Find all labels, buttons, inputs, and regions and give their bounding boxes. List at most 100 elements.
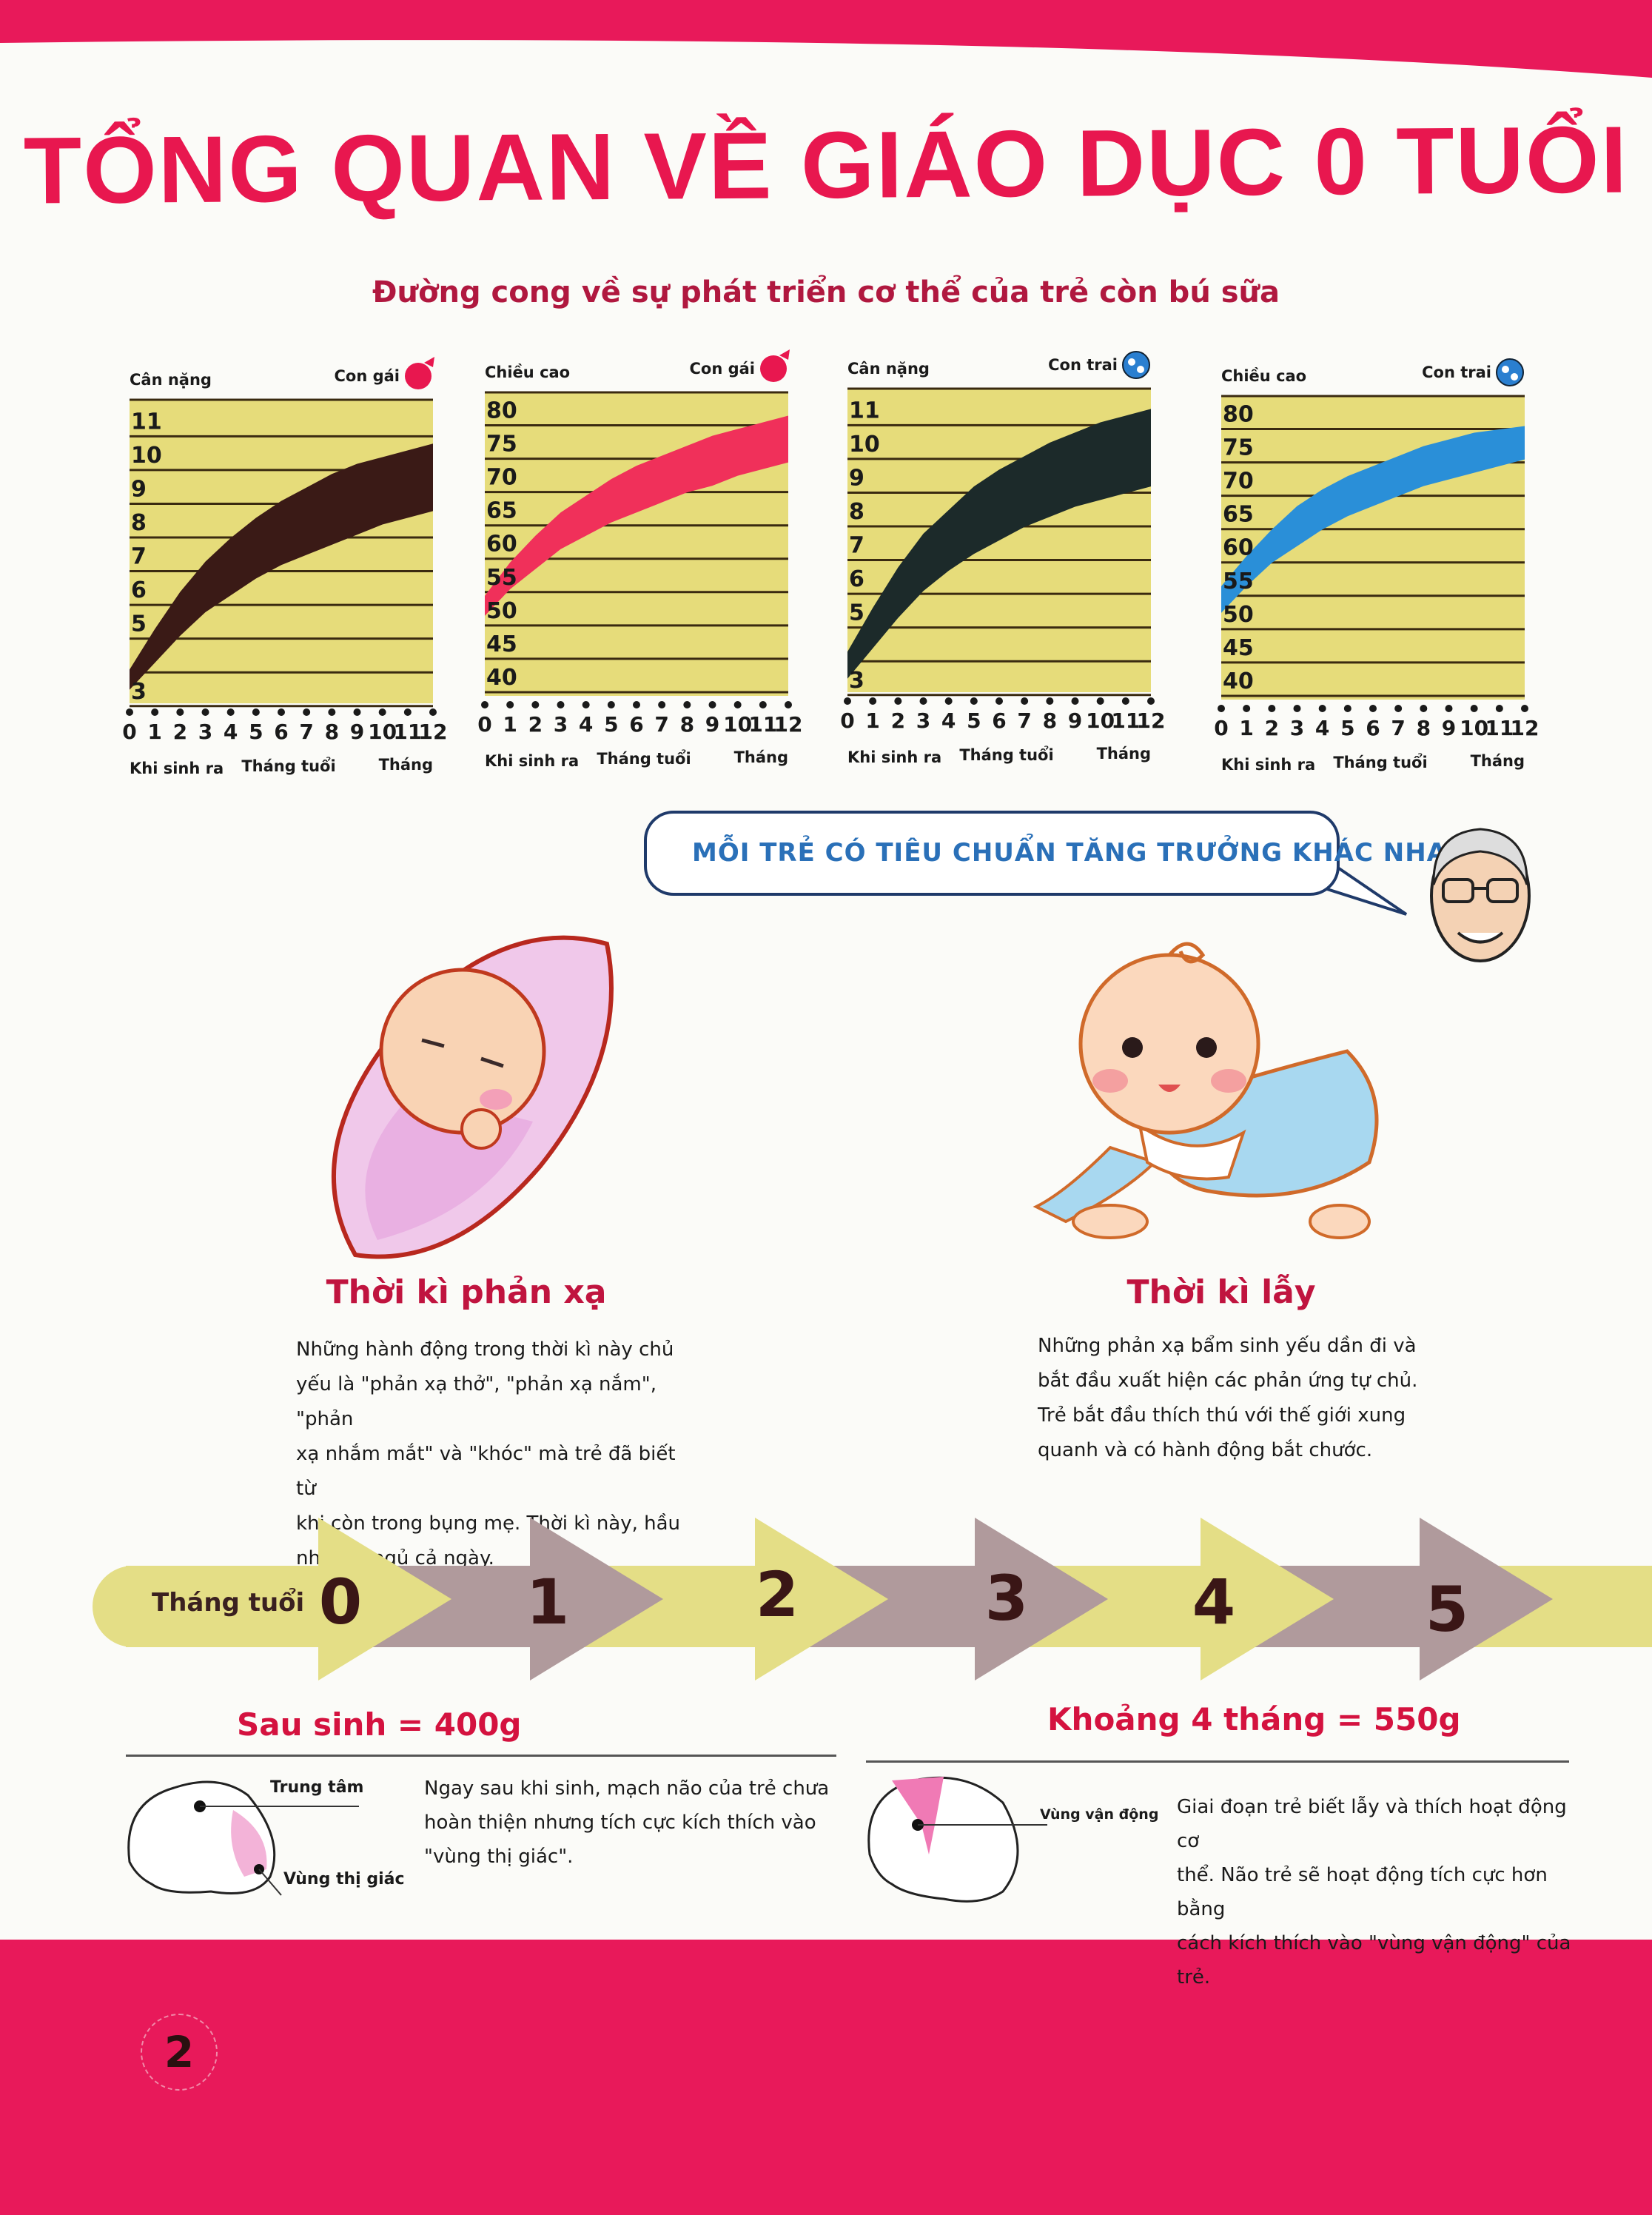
text-line: xạ nhắm mắt" và "khóc" mà trẻ đã biết từ xyxy=(296,1443,676,1500)
y-tick-label: 7 xyxy=(849,533,864,559)
x-tick-dot xyxy=(844,697,851,705)
text-line: khi còn trong bụng mẹ. Thời kì này, hầu xyxy=(296,1512,681,1535)
brain-weight-newborn: Sau sinh = 400g xyxy=(237,1706,522,1743)
divider xyxy=(866,1760,1569,1763)
boy-icon xyxy=(1122,351,1150,379)
y-tick-label: 45 xyxy=(486,631,517,657)
chart-section-subtitle: Đường cong về sự phát triển cơ thể của t… xyxy=(372,275,1280,309)
x-axis-unit-label: Tháng xyxy=(734,748,788,766)
y-tick-label: 65 xyxy=(1223,502,1254,528)
x-tick-dot xyxy=(378,708,386,716)
growth-band xyxy=(847,409,1151,679)
x-tick-label: 3 xyxy=(916,708,930,733)
y-tick-label: 10 xyxy=(849,432,880,458)
x-tick-label: 12 xyxy=(419,720,448,744)
professor-face-illustration xyxy=(1430,828,1531,962)
timeline-arrow-month-3 xyxy=(755,1518,1108,1680)
x-tick-label: 0 xyxy=(122,720,136,744)
legend-label: Con gái xyxy=(689,360,755,378)
y-tick-label: 3 xyxy=(849,668,864,694)
y-tick-label: 3 xyxy=(131,679,147,705)
y-tick-label: 40 xyxy=(1223,668,1254,694)
x-axis-label-birth: Khi sinh ra xyxy=(485,752,579,770)
x-tick-label: 1 xyxy=(503,712,517,737)
boy-icon xyxy=(1496,358,1524,386)
crawling-baby-illustration xyxy=(1032,942,1379,1239)
x-tick-dot xyxy=(1071,697,1079,705)
growth-band xyxy=(485,415,788,616)
x-tick-label: 4 xyxy=(224,720,238,744)
timeline-arrow-month-0 xyxy=(126,1518,451,1680)
x-tick-label: 9 xyxy=(350,720,364,744)
swaddled-baby-illustration xyxy=(331,935,614,1259)
x-tick-dot xyxy=(328,708,336,716)
x-tick-label: 4 xyxy=(1315,716,1329,740)
x-tick-dot xyxy=(607,701,615,708)
y-axis-label: Chiều cao xyxy=(485,363,570,381)
y-tick-label: 8 xyxy=(131,510,147,536)
x-tick-label: 9 xyxy=(1442,716,1456,740)
y-axis-label: Chiều cao xyxy=(1221,367,1306,385)
x-tick-dot xyxy=(1470,705,1478,712)
x-tick-dot xyxy=(633,701,640,708)
y-tick-label: 75 xyxy=(1223,435,1254,461)
text-line: Những phản xạ bẩm sinh yếu dần đi và xyxy=(1038,1335,1417,1357)
x-tick-label: 5 xyxy=(604,712,618,737)
x-tick-dot xyxy=(429,708,437,716)
text-line: quanh và có hành động bắt chước. xyxy=(1038,1439,1373,1461)
x-tick-dot xyxy=(1420,705,1428,712)
x-tick-label: 4 xyxy=(941,708,956,733)
y-tick-label: 50 xyxy=(486,598,517,624)
x-tick-label: 9 xyxy=(705,712,719,737)
x-tick-dot xyxy=(1318,705,1326,712)
x-tick-label: 0 xyxy=(1214,716,1228,740)
x-tick-dot xyxy=(1521,705,1528,712)
timeline-arrow-month-2 xyxy=(530,1518,888,1680)
timeline-month-5: 5 xyxy=(1425,1573,1469,1646)
top-page-band xyxy=(0,0,1652,78)
brain-label-center: Trung tâm xyxy=(270,1778,364,1797)
text-line: bắt đầu xuất hiện các phản ứng tự chủ. xyxy=(1038,1370,1418,1392)
x-tick-dot xyxy=(151,708,159,716)
text-line: thể. Não trẻ sẽ hoạt động tích cực hơn b… xyxy=(1177,1864,1548,1920)
timeline-month-3: 3 xyxy=(984,1562,1029,1635)
x-tick-label: 3 xyxy=(198,720,212,744)
growth-band xyxy=(1221,426,1525,613)
x-tick-dot xyxy=(1218,705,1225,712)
speech-bubble xyxy=(644,811,1340,896)
x-tick-dot xyxy=(531,701,540,708)
x-axis-label: Tháng tuổi xyxy=(597,749,691,768)
x-tick-dot xyxy=(303,708,311,716)
page-title: TỔNG QUAN VỀ GIÁO DỤC 0 TUỔI xyxy=(23,107,1629,224)
x-axis-label-birth: Khi sinh ra xyxy=(130,760,224,777)
growth-chart-girl-weight: 11 10 9 8 7 6 5 3 0 1 2 3 4 5 6 7 8 9 10 11 12 Khi sinh ra Thá… xyxy=(122,355,455,800)
x-tick-label: 6 xyxy=(1366,716,1380,740)
y-tick-label: 50 xyxy=(1223,602,1254,628)
text-line: Những hành động trong thời kì này chủ xyxy=(296,1338,674,1361)
y-tick-label: 9 xyxy=(849,465,864,491)
timeline-month-1: 1 xyxy=(526,1566,570,1638)
x-tick-label: 5 xyxy=(249,720,263,744)
y-tick-label: 75 xyxy=(486,432,517,458)
timeline-arrow-month-1 xyxy=(318,1518,663,1680)
x-tick-dot xyxy=(970,697,978,705)
x-tick-dot xyxy=(506,701,514,708)
timeline-arrow-month-4 xyxy=(975,1518,1334,1680)
x-tick-label: 4 xyxy=(579,712,593,737)
x-axis-label: Tháng tuổi xyxy=(241,757,335,775)
brain-diagram-motor-area xyxy=(867,1776,1047,1903)
timeline-arrow-month-5 xyxy=(1201,1518,1553,1680)
x-tick-dot xyxy=(1394,705,1403,712)
x-tick-dot xyxy=(1046,697,1054,705)
x-tick-dot xyxy=(683,701,691,708)
text-line: cách kích thích vào "vùng vận động" của … xyxy=(1177,1932,1571,1988)
x-tick-dot xyxy=(995,697,1003,705)
y-tick-label: 65 xyxy=(486,498,517,524)
y-tick-label: 60 xyxy=(486,532,517,557)
x-axis-label: Tháng tuổi xyxy=(959,745,1053,764)
x-axis-label-birth: Khi sinh ra xyxy=(847,748,941,766)
y-tick-label: 10 xyxy=(131,443,162,469)
x-tick-label: 11 xyxy=(1485,716,1514,740)
girl-icon xyxy=(405,357,434,389)
